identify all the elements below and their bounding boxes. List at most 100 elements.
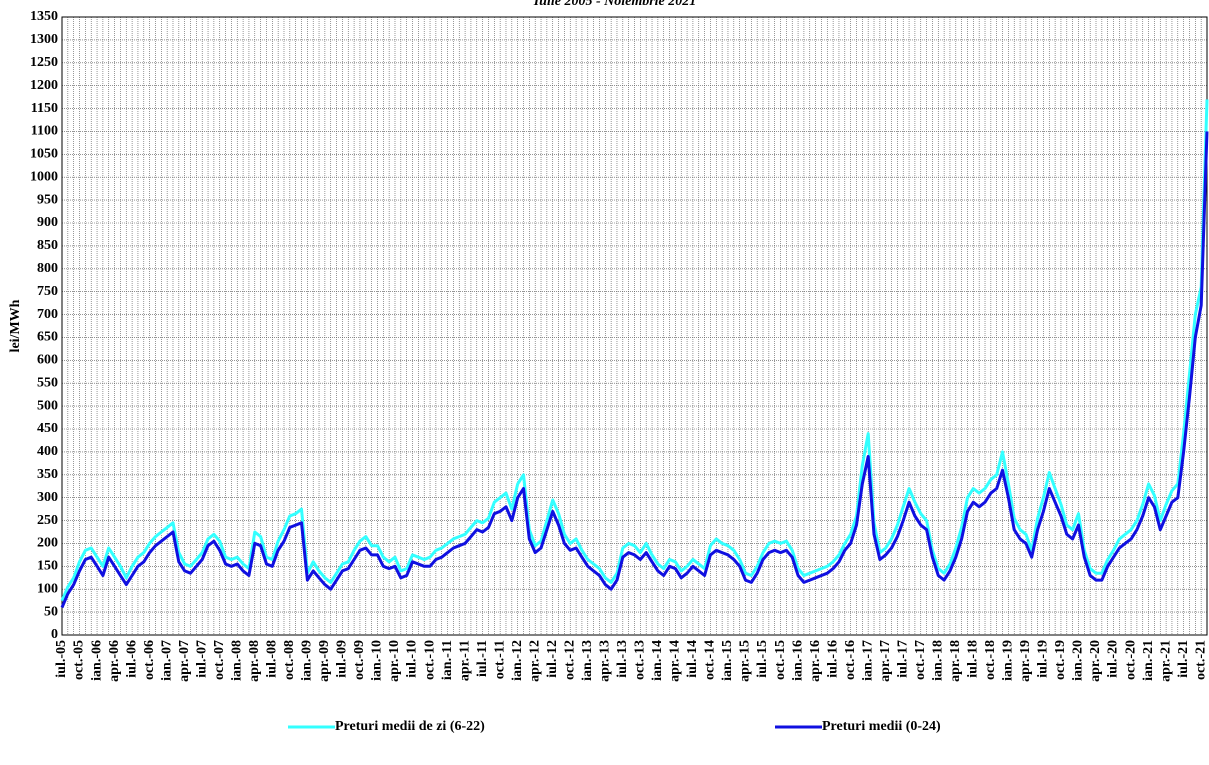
x-tick-label: ian.-06 — [89, 640, 104, 681]
x-tick-label: oct.-17 — [913, 640, 928, 680]
x-tick-label: oct.-21 — [1193, 640, 1208, 680]
y-tick-label: 1100 — [31, 124, 58, 139]
x-tick-label: apr.-18 — [948, 640, 963, 682]
x-tick-label: iul.-09 — [335, 640, 350, 678]
y-tick-label: 850 — [37, 238, 58, 253]
y-tick-label: 500 — [37, 398, 58, 413]
x-tick-label: iul.-15 — [755, 640, 770, 678]
x-tick-label: apr.-13 — [598, 640, 613, 682]
y-tick-label: 150 — [37, 559, 58, 574]
x-tick-label: ian.-19 — [1001, 640, 1016, 681]
y-tick-label: 900 — [37, 215, 58, 230]
x-tick-label: iul.-19 — [1036, 640, 1051, 678]
x-tick-label: ian.-17 — [860, 640, 875, 681]
x-tick-label: ian.-16 — [790, 640, 805, 681]
x-tick-label: ian.-08 — [229, 640, 244, 681]
y-tick-label: 0 — [51, 627, 58, 642]
y-tick-label: 1000 — [30, 169, 58, 184]
y-tick-label: 450 — [37, 421, 58, 436]
x-tick-label: iul.-07 — [194, 640, 209, 678]
legend-label: Preturi medii (0-24) — [822, 719, 941, 734]
y-tick-label: 350 — [37, 467, 58, 482]
x-tick-label: iul.-20 — [1106, 640, 1121, 678]
x-tick-label: apr.-09 — [317, 640, 332, 682]
x-tick-label: apr.-08 — [247, 640, 262, 682]
x-tick-label: oct.-10 — [422, 640, 437, 680]
x-tick-label: apr.-14 — [668, 640, 683, 682]
x-tick-label: oct.-11 — [492, 640, 507, 679]
x-tick-label: iul.-05 — [54, 640, 69, 678]
x-tick-label: ian.-20 — [1071, 640, 1086, 681]
series-line — [60, 131, 1209, 609]
x-tick-label: oct.-14 — [703, 640, 718, 680]
x-tick-label: iul.-06 — [124, 640, 139, 678]
x-tick-label: iul.-11 — [475, 640, 490, 677]
chart-title: Iulie 2005 - Noiembrie 2021 — [533, 0, 697, 9]
y-tick-label: 600 — [37, 353, 58, 368]
x-tick-label: ian.-14 — [650, 640, 665, 681]
y-tick-label: 800 — [37, 261, 58, 276]
x-tick-label: apr.-17 — [878, 640, 893, 682]
x-tick-label: ian.-09 — [300, 640, 315, 681]
x-tick-label: oct.-07 — [212, 640, 227, 680]
x-tick-label: oct.-06 — [142, 640, 157, 680]
y-tick-label: 300 — [37, 490, 58, 505]
x-tick-label: ian.-12 — [510, 640, 525, 681]
y-tick-label: 1050 — [30, 147, 58, 162]
x-tick-label: apr.-12 — [527, 640, 542, 682]
y-tick-label: 950 — [37, 192, 58, 207]
y-tick-label: 1150 — [31, 101, 58, 116]
x-tick-label: iul.-16 — [825, 640, 840, 678]
x-tick-label: iul.-18 — [966, 640, 981, 678]
x-tick-label: ian.-11 — [440, 640, 455, 680]
y-tick-label: 1300 — [30, 32, 58, 47]
y-tick-label: 250 — [37, 513, 58, 528]
x-tick-label: ian.-21 — [1141, 640, 1156, 681]
x-tick-label: ian.-13 — [580, 640, 595, 681]
x-tick-label: oct.-08 — [282, 640, 297, 680]
x-tick-label: iul.-12 — [545, 640, 560, 678]
x-tick-label: iul.-13 — [615, 640, 630, 678]
x-tick-label: oct.-19 — [1053, 640, 1068, 680]
y-tick-label: 100 — [37, 581, 58, 596]
x-tick-label: apr.-15 — [738, 640, 753, 682]
x-tick-label: apr.-19 — [1018, 640, 1033, 682]
x-tick-label: iul.-10 — [405, 640, 420, 678]
x-tick-label: apr.-16 — [808, 640, 823, 682]
plot-frame — [61, 16, 1208, 636]
x-tick-label: oct.-16 — [843, 640, 858, 680]
x-tick-label: iul.-08 — [265, 640, 280, 678]
y-tick-label: 750 — [37, 284, 58, 299]
y-tick-label: 200 — [37, 536, 58, 551]
x-tick-label: apr.-07 — [177, 640, 192, 682]
x-tick-label: oct.-13 — [633, 640, 648, 680]
y-tick-label: 400 — [37, 444, 58, 459]
y-tick-label: 700 — [37, 307, 58, 322]
x-tick-label: oct.-18 — [983, 640, 998, 680]
x-tick-label: apr.-06 — [107, 640, 122, 682]
x-tick-label: ian.-15 — [720, 640, 735, 681]
x-tick-label: oct.-05 — [72, 640, 87, 680]
x-tick-label: apr.-11 — [457, 640, 472, 681]
x-tick-label: iul.-21 — [1176, 640, 1191, 678]
y-tick-label: 1200 — [30, 78, 58, 93]
y-tick-label: 550 — [37, 375, 58, 390]
x-tick-label: oct.-20 — [1123, 640, 1138, 680]
x-tick-label: ian.-07 — [159, 640, 174, 681]
x-tick-label: iul.-17 — [895, 640, 910, 678]
y-tick-label: 50 — [44, 604, 58, 619]
legend-label: Preturi medii de zi (6-22) — [335, 719, 485, 734]
series-line — [60, 99, 1209, 602]
x-tick-label: oct.-15 — [773, 640, 788, 680]
x-tick-label: apr.-20 — [1088, 640, 1103, 682]
x-tick-label: oct.-09 — [352, 640, 367, 680]
y-tick-label: 650 — [37, 330, 58, 345]
y-tick-label: 1350 — [30, 9, 58, 24]
x-tick-label: apr.-21 — [1158, 640, 1173, 682]
x-tick-label: ian.-10 — [370, 640, 385, 681]
x-tick-label: iul.-14 — [685, 640, 700, 678]
y-axis-label: lei/MWh — [8, 299, 23, 352]
x-tick-label: oct.-12 — [562, 640, 577, 680]
y-tick-label: 1250 — [30, 55, 58, 70]
